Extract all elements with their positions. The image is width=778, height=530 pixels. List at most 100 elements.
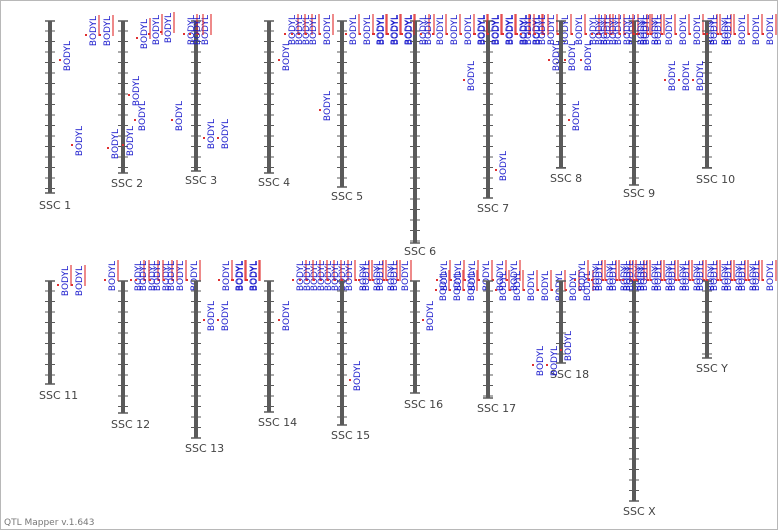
qtl-marker[interactable]: BODYL [591,14,606,45]
qtl-marker[interactable]: BODYL [762,14,777,45]
qtl-marker[interactable]: BODYL [650,260,665,291]
qtl-marker[interactable]: BODYL [599,14,614,45]
qtl-marker[interactable]: BODYL [232,260,247,291]
qtl-marker[interactable]: BODYL [703,260,718,291]
qtl-marker[interactable]: BODYL [734,14,749,45]
qtl-marker[interactable]: BODYL [717,260,732,291]
qtl-marker[interactable]: BODYL [602,260,617,291]
qtl-marker[interactable]: BODYL [548,41,562,71]
qtl-marker[interactable]: BODYL [292,260,307,291]
qtl-marker[interactable]: BODYL [422,301,436,331]
qtl-marker[interactable]: BODYL [534,14,549,45]
qtl-marker[interactable]: BODYL [717,14,732,45]
qtl-marker[interactable]: BODYL [564,41,578,71]
qtl-marker[interactable]: BODYL [400,14,415,45]
qtl-marker[interactable]: BODYL [313,260,328,291]
qtl-marker[interactable]: BODYL [341,260,356,291]
qtl-marker[interactable]: BODYL [355,260,370,291]
qtl-marker[interactable]: BODYL [463,270,478,301]
qtl-marker[interactable]: BODYL [144,260,159,291]
qtl-marker[interactable]: BODYL [305,14,320,45]
qtl-marker[interactable]: BODYL [436,260,451,291]
qtl-marker[interactable]: BODYL [557,14,572,45]
qtl-marker[interactable]: BODYL [546,346,560,376]
qtl-marker[interactable]: BODYL [71,265,86,296]
qtl-marker[interactable]: BODYL [745,260,760,291]
qtl-marker[interactable]: BODYL [71,126,85,156]
qtl-marker[interactable]: BODYL [183,14,198,45]
qtl-marker[interactable]: BODYL [172,260,187,291]
qtl-marker[interactable]: BODYL [149,260,164,291]
qtl-marker[interactable]: BODYL [591,260,606,291]
chromosome-ssc-11[interactable]: SSC 11 BODYL BODYL [39,265,86,402]
qtl-marker[interactable]: BODYL [358,260,373,291]
qtl-marker[interactable]: BODYL [306,260,321,291]
qtl-marker[interactable]: BODYL [463,61,477,91]
qtl-marker[interactable]: BODYL [501,14,516,45]
qtl-marker[interactable]: BODYL [605,14,620,45]
qtl-marker[interactable]: BODYL [560,331,574,361]
qtl-marker[interactable]: BODYL [731,260,746,291]
qtl-marker[interactable]: BODYL [619,14,634,45]
qtl-marker[interactable]: BODYL [571,14,586,45]
qtl-marker[interactable]: BODYL [171,101,185,131]
qtl-marker[interactable]: BODYL [675,260,690,291]
qtl-marker[interactable]: BODYL [345,14,360,45]
qtl-marker[interactable]: BODYL [664,61,678,91]
chromosome-ssc-17[interactable]: SSC 17 BODYL BODYL BODYL BODYL BODYL BODYL BODY… [435,270,594,415]
qtl-marker[interactable]: BODYL [520,14,535,45]
qtl-marker[interactable]: BODYL [369,260,384,291]
qtl-marker[interactable]: BODYL [703,14,718,45]
qtl-marker[interactable]: BODYL [435,270,450,301]
qtl-marker[interactable]: BODYL [720,260,735,291]
qtl-marker[interactable]: BODYL [523,270,538,301]
qtl-marker[interactable]: BODYL [616,260,631,291]
qtl-marker[interactable]: BODYL [122,126,136,156]
qtl-marker[interactable]: BODYL [689,260,704,291]
qtl-marker[interactable]: BODYL [186,260,201,291]
qtl-marker[interactable]: BODYL [636,14,651,45]
qtl-marker[interactable]: BODYL [327,260,342,291]
qtl-marker[interactable]: BODYL [622,260,637,291]
qtl-marker[interactable]: BODYL [383,260,398,291]
qtl-marker[interactable]: BODYL [748,260,763,291]
qtl-marker[interactable]: BODYL [706,260,721,291]
qtl-marker[interactable]: BODYL [59,41,73,71]
qtl-marker[interactable]: BODYL [291,14,306,45]
qtl-marker[interactable]: BODYL [734,260,749,291]
qtl-marker[interactable]: BODYL [487,14,502,45]
qtl-marker[interactable]: BODYL [128,76,142,106]
qtl-marker[interactable]: BODYL [748,14,763,45]
qtl-marker[interactable]: BODYL [107,129,121,159]
qtl-marker[interactable]: BODYL [506,260,521,291]
qtl-marker[interactable]: BODYL [588,260,603,291]
qtl-marker[interactable]: BODYL [580,41,594,71]
qtl-marker[interactable]: BODYL [397,260,412,291]
qtl-marker[interactable]: BODYL [636,260,651,291]
qtl-marker[interactable]: BODYL [372,14,387,45]
qtl-marker[interactable]: BODYL [692,260,707,291]
qtl-marker[interactable]: BODYL [158,260,173,291]
qtl-marker[interactable]: BODYL [762,260,777,291]
qtl-marker[interactable]: BODYL [585,14,600,45]
qtl-marker[interactable]: BODYL [675,14,690,45]
qtl-marker[interactable]: BODYL [299,260,314,291]
qtl-marker[interactable]: BODYL [432,14,447,45]
qtl-marker[interactable]: BODYL [284,14,299,45]
qtl-marker[interactable]: BODYL [319,14,334,45]
qtl-marker[interactable]: BODYL [478,260,493,291]
qtl-marker[interactable]: BODYL [706,14,721,45]
qtl-marker[interactable]: BODYL [720,14,735,45]
qtl-marker[interactable]: BODYL [386,260,401,291]
qtl-marker[interactable]: BODYL [189,14,204,45]
qtl-marker[interactable]: BODYL [661,260,676,291]
qtl-marker[interactable]: BODYL [633,260,648,291]
chromosome-ssc-1[interactable]: SSC 1 BODYL BODYL BODYL BODYL BODYL [39,15,121,212]
